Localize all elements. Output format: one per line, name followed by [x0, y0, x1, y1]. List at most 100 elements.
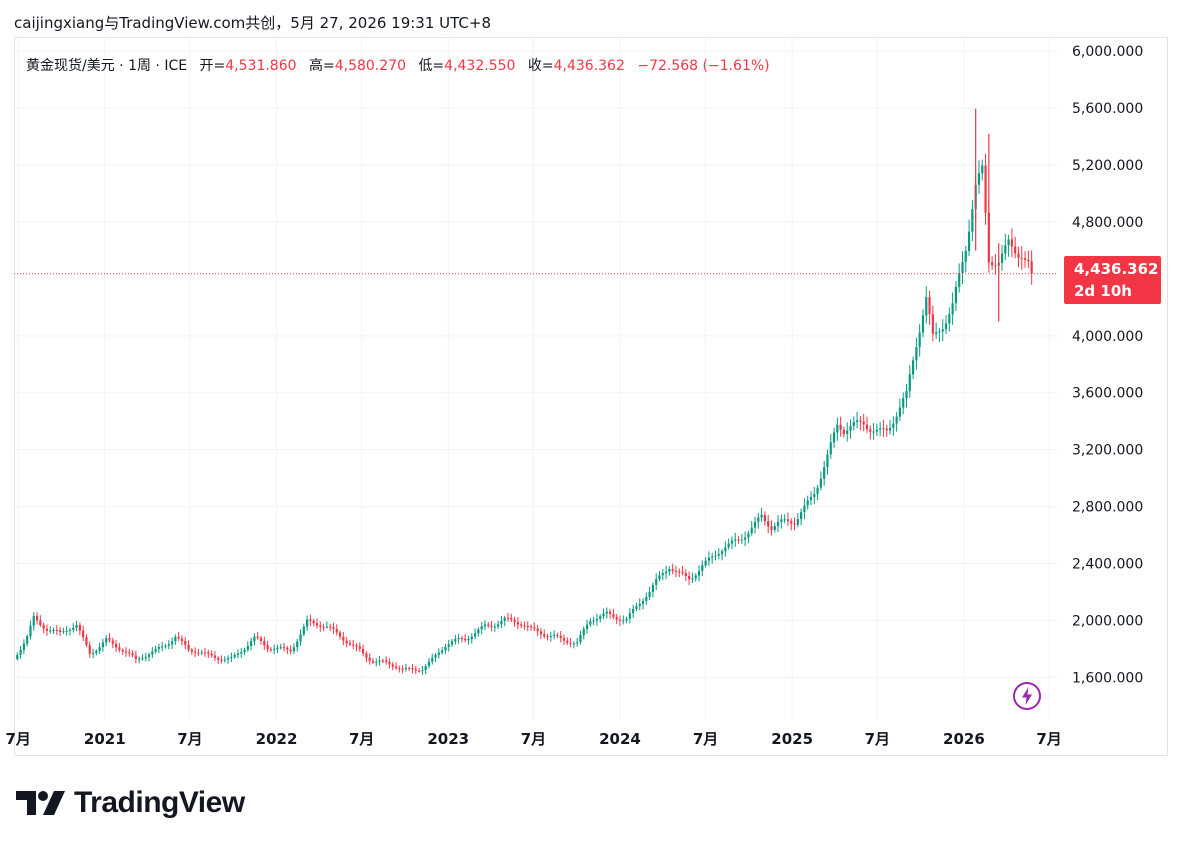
candle-body [322, 626, 325, 628]
candle-body [470, 636, 473, 640]
candle-body [85, 637, 88, 646]
candle-body [503, 617, 506, 622]
last-price-tag: 4,436.362 2d 10h [1064, 256, 1161, 304]
bar-countdown: 2d 10h [1074, 282, 1132, 300]
candle-body [184, 640, 187, 645]
tradingview-logo-icon [16, 791, 65, 815]
candle-body [770, 526, 773, 530]
tradingview-logo[interactable]: TradingView [16, 786, 245, 820]
candle-body [483, 624, 487, 627]
candle-body [569, 642, 572, 644]
candle-body [404, 668, 408, 670]
candle-body [312, 620, 315, 624]
candle-body [190, 649, 193, 652]
y-tick-label: 2,400.000 [1072, 556, 1143, 572]
candle-body [1020, 257, 1023, 259]
candle-body [68, 629, 72, 631]
candle-body [1007, 239, 1010, 246]
symbol-label: 黄金现货/美元 · 1周 · ICE [26, 58, 188, 74]
candle-body [259, 637, 263, 642]
candle-body [62, 631, 65, 633]
high-label: 高= [308, 58, 335, 74]
chart-frame[interactable] [14, 37, 1168, 756]
x-tick-label: 2022 [256, 730, 298, 748]
candle-body [447, 644, 450, 647]
price-chart[interactable]: 1,600.000 2,000.000 2,400.000 2,800.000 3,20… [0, 0, 1184, 760]
candle-body [911, 360, 915, 375]
candle-body [276, 647, 279, 649]
candle-body [332, 626, 335, 629]
candle-body [520, 624, 523, 626]
candle-body [319, 625, 322, 627]
candle-body [852, 422, 855, 427]
candle-body [720, 551, 724, 555]
candle-body [230, 657, 233, 659]
candle-body [566, 640, 569, 643]
x-tick-label: 7月 [177, 730, 202, 748]
candle-body [704, 560, 707, 566]
candle-body [618, 619, 622, 621]
candle-body [408, 668, 411, 670]
candle-body [790, 521, 793, 524]
candle-body [539, 631, 543, 635]
candle-body [793, 523, 796, 525]
candle-body [836, 424, 839, 433]
candle-body [747, 533, 750, 538]
x-axis: 7月 2021 7月 2022 7月 2023 7月 2024 7月 2025 7月 2026 7月 [6, 730, 1062, 748]
candle-body [398, 668, 401, 670]
candle-body [114, 643, 118, 648]
candle-body [454, 638, 457, 642]
candle-body [661, 573, 664, 576]
candle-body [292, 647, 296, 652]
tradingview-wordmark: TradingView [74, 786, 245, 819]
x-tick-label: 7月 [693, 730, 718, 748]
candle-body [138, 658, 141, 660]
x-tick-label: 7月 [865, 730, 890, 748]
candle-body [128, 652, 131, 654]
candle-body [734, 539, 737, 541]
candle-body [213, 655, 216, 658]
candle-body [612, 613, 615, 618]
candle-body [760, 514, 763, 518]
candle-body [701, 565, 704, 571]
y-tick-label: 4,000.000 [1072, 329, 1143, 345]
candle-body [585, 624, 589, 629]
candle-body [635, 606, 638, 609]
candle-body [480, 626, 483, 630]
candle-body [892, 423, 895, 428]
close-value: 4,436.362 [553, 58, 625, 74]
candle-body [780, 519, 783, 522]
candle-body [253, 636, 256, 642]
candle-body [223, 659, 226, 661]
y-tick-label: 3,200.000 [1072, 443, 1143, 459]
close-label: 收= [527, 58, 554, 74]
candle-body [220, 659, 223, 661]
candle-body [536, 628, 539, 632]
candle-body [918, 332, 921, 348]
candle-body [961, 261, 964, 274]
candle-body [750, 527, 753, 534]
low-label: 低= [418, 58, 445, 74]
candle-body [75, 625, 78, 628]
candle-body [958, 273, 961, 287]
lightning-icon[interactable] [1012, 681, 1042, 711]
candle-body [609, 611, 612, 614]
candle-body [154, 648, 157, 652]
candle-body [809, 496, 813, 501]
y-tick-label: 5,200.000 [1072, 158, 1143, 174]
candle-body [967, 231, 971, 251]
candle-body [207, 652, 210, 654]
candle-body [694, 575, 697, 579]
change-value: −72.568 (−1.61%) [637, 58, 770, 74]
candle-body [516, 622, 519, 625]
candle-body [180, 638, 184, 641]
candle-body [1017, 253, 1020, 258]
candle-body [167, 644, 170, 646]
x-tick-label: 2024 [599, 730, 641, 748]
candle-body [711, 556, 714, 558]
candle-body [134, 655, 137, 660]
candle-body [203, 652, 207, 654]
candle-body [813, 494, 816, 497]
candle-body [368, 657, 371, 661]
candles [16, 153, 1033, 675]
